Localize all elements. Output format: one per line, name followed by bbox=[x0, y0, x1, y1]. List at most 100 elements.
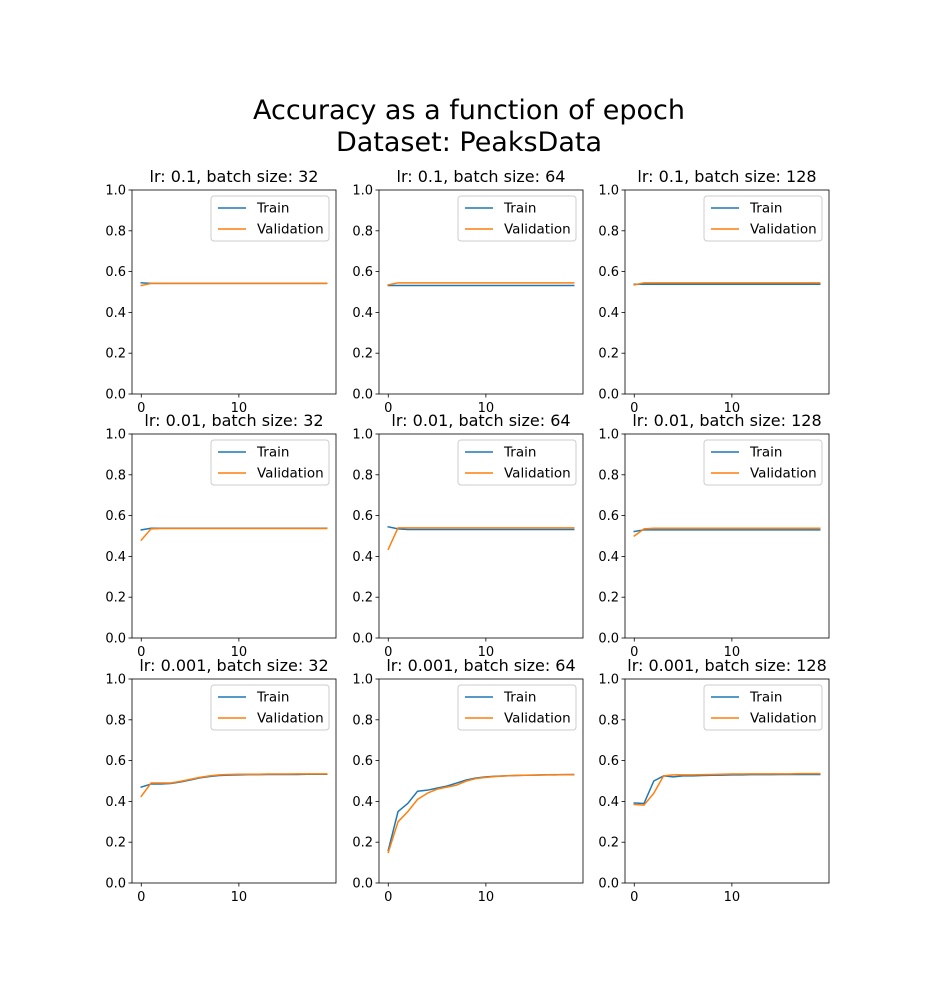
y-tick-label: 0.0 bbox=[598, 877, 619, 892]
subplot: 0.0 0.2 0.4 0.6 0.8 1.0 0 10 lr: 0.1, batch size… bbox=[598, 167, 830, 416]
y-tick-label: 1.0 bbox=[598, 673, 619, 688]
x-tick-label: 0 bbox=[137, 645, 145, 660]
y-tick-label: 0.2 bbox=[598, 347, 619, 362]
y-tick-label: 0.4 bbox=[598, 550, 619, 565]
x-tick-label: 10 bbox=[724, 401, 741, 416]
axes-frame bbox=[624, 189, 830, 395]
x-tick-label: 0 bbox=[384, 890, 392, 905]
series-line-validation bbox=[140, 282, 328, 287]
y-tick-label: 1.0 bbox=[352, 184, 373, 199]
legend-label-validation: Validation bbox=[504, 711, 571, 727]
y-tick-label: 0.0 bbox=[352, 388, 373, 403]
y-tick-label: 0.4 bbox=[105, 550, 126, 565]
series-line-train bbox=[387, 773, 575, 852]
legend-label-train: Train bbox=[256, 201, 289, 217]
legend-label-validation: Validation bbox=[750, 222, 817, 238]
legend-label-train: Train bbox=[749, 201, 782, 217]
x-tick-label: 10 bbox=[231, 890, 248, 905]
series-line-validation bbox=[387, 282, 575, 286]
y-tick-label: 1.0 bbox=[105, 673, 126, 688]
x-tick-label: 10 bbox=[231, 401, 248, 416]
y-tick-label: 0.0 bbox=[105, 877, 126, 892]
subplot-title: lr: 0.1, batch size: 32 bbox=[150, 167, 319, 186]
y-tick-label: 0.6 bbox=[352, 509, 373, 524]
y-tick-label: 0.2 bbox=[352, 836, 373, 851]
figure-subtitle: Dataset: PeaksData bbox=[335, 127, 603, 158]
y-tick-label: 0.8 bbox=[598, 713, 619, 728]
series-line-validation bbox=[140, 773, 328, 798]
series-line-train bbox=[387, 525, 575, 531]
y-tick-label: 0.2 bbox=[598, 591, 619, 606]
subplot-title: lr: 0.001, batch size: 128 bbox=[627, 656, 827, 675]
y-tick-label: 0.0 bbox=[598, 388, 619, 403]
y-tick-label: 0.6 bbox=[105, 265, 126, 280]
y-tick-label: 0.6 bbox=[105, 509, 126, 524]
y-tick-label: 1.0 bbox=[105, 184, 126, 199]
legend-label-train: Train bbox=[503, 201, 536, 217]
y-tick-label: 0.6 bbox=[352, 265, 373, 280]
y-tick-label: 0.0 bbox=[105, 388, 126, 403]
x-tick-label: 0 bbox=[137, 401, 145, 416]
subplot-title: lr: 0.01, batch size: 128 bbox=[632, 411, 821, 430]
y-tick-label: 0.2 bbox=[105, 836, 126, 851]
y-tick-label: 1.0 bbox=[598, 428, 619, 443]
series-line-train bbox=[140, 773, 328, 789]
y-tick-label: 0.4 bbox=[598, 795, 619, 810]
legend-label-validation: Validation bbox=[750, 711, 817, 727]
subplot: 0.0 0.2 0.4 0.6 0.8 1.0 0 10 lr: 0.001, batch si… bbox=[352, 656, 584, 905]
y-tick-label: 0.6 bbox=[352, 754, 373, 769]
y-tick-label: 0.0 bbox=[105, 632, 126, 647]
axes-frame bbox=[131, 678, 337, 884]
y-tick-label: 0.8 bbox=[105, 224, 126, 239]
y-tick-label: 0.8 bbox=[598, 468, 619, 483]
y-tick-label: 0.4 bbox=[105, 306, 126, 321]
legend-label-train: Train bbox=[749, 690, 782, 706]
legend-label-train: Train bbox=[503, 690, 536, 706]
y-tick-label: 1.0 bbox=[352, 428, 373, 443]
subplot: 0.0 0.2 0.4 0.6 0.8 1.0 0 10 lr: 0.1, batch size… bbox=[105, 167, 337, 416]
legend-label-validation: Validation bbox=[257, 222, 324, 238]
y-tick-label: 0.2 bbox=[105, 591, 126, 606]
y-tick-label: 0.6 bbox=[598, 509, 619, 524]
x-tick-label: 10 bbox=[724, 645, 741, 660]
legend-label-validation: Validation bbox=[504, 466, 571, 482]
y-tick-label: 1.0 bbox=[105, 428, 126, 443]
y-tick-label: 0.8 bbox=[352, 224, 373, 239]
x-tick-label: 0 bbox=[630, 401, 638, 416]
y-tick-label: 0.8 bbox=[105, 713, 126, 728]
y-tick-label: 0.4 bbox=[105, 795, 126, 810]
series-line-validation bbox=[140, 527, 328, 542]
y-tick-label: 0.8 bbox=[105, 468, 126, 483]
x-tick-label: 10 bbox=[478, 890, 495, 905]
subplot-title: lr: 0.001, batch size: 64 bbox=[386, 656, 575, 675]
legend-label-train: Train bbox=[256, 445, 289, 461]
legend-label-train: Train bbox=[749, 445, 782, 461]
series-line-validation bbox=[633, 772, 821, 806]
x-tick-label: 0 bbox=[630, 890, 638, 905]
figure-title: Accuracy as a function of epoch bbox=[253, 95, 685, 126]
subplot-title: lr: 0.1, batch size: 128 bbox=[637, 167, 816, 186]
legend-label-validation: Validation bbox=[504, 222, 571, 238]
subplot: 0.0 0.2 0.4 0.6 0.8 1.0 0 10 lr: 0.1, batch size… bbox=[352, 167, 584, 416]
series-line-train bbox=[633, 529, 821, 533]
x-tick-label: 0 bbox=[630, 645, 638, 660]
series-line-validation bbox=[633, 527, 821, 538]
y-tick-label: 0.2 bbox=[352, 347, 373, 362]
axes-frame bbox=[624, 433, 830, 639]
y-tick-label: 0.8 bbox=[352, 468, 373, 483]
x-tick-label: 0 bbox=[384, 401, 392, 416]
legend-label-validation: Validation bbox=[750, 466, 817, 482]
legend-label-train: Train bbox=[503, 445, 536, 461]
series-line-validation bbox=[633, 282, 821, 286]
subplot-title: lr: 0.001, batch size: 32 bbox=[139, 656, 328, 675]
x-tick-label: 10 bbox=[724, 890, 741, 905]
y-tick-label: 0.2 bbox=[598, 836, 619, 851]
axes-frame bbox=[378, 433, 584, 639]
y-tick-label: 0.4 bbox=[598, 306, 619, 321]
subplot: 0.0 0.2 0.4 0.6 0.8 1.0 0 10 lr: 0.01, batch siz… bbox=[105, 411, 337, 660]
subplot: 0.0 0.2 0.4 0.6 0.8 1.0 0 10 lr: 0.01, batch siz… bbox=[352, 411, 584, 660]
y-tick-label: 0.8 bbox=[598, 224, 619, 239]
y-tick-label: 0.0 bbox=[598, 632, 619, 647]
y-tick-label: 0.6 bbox=[598, 754, 619, 769]
